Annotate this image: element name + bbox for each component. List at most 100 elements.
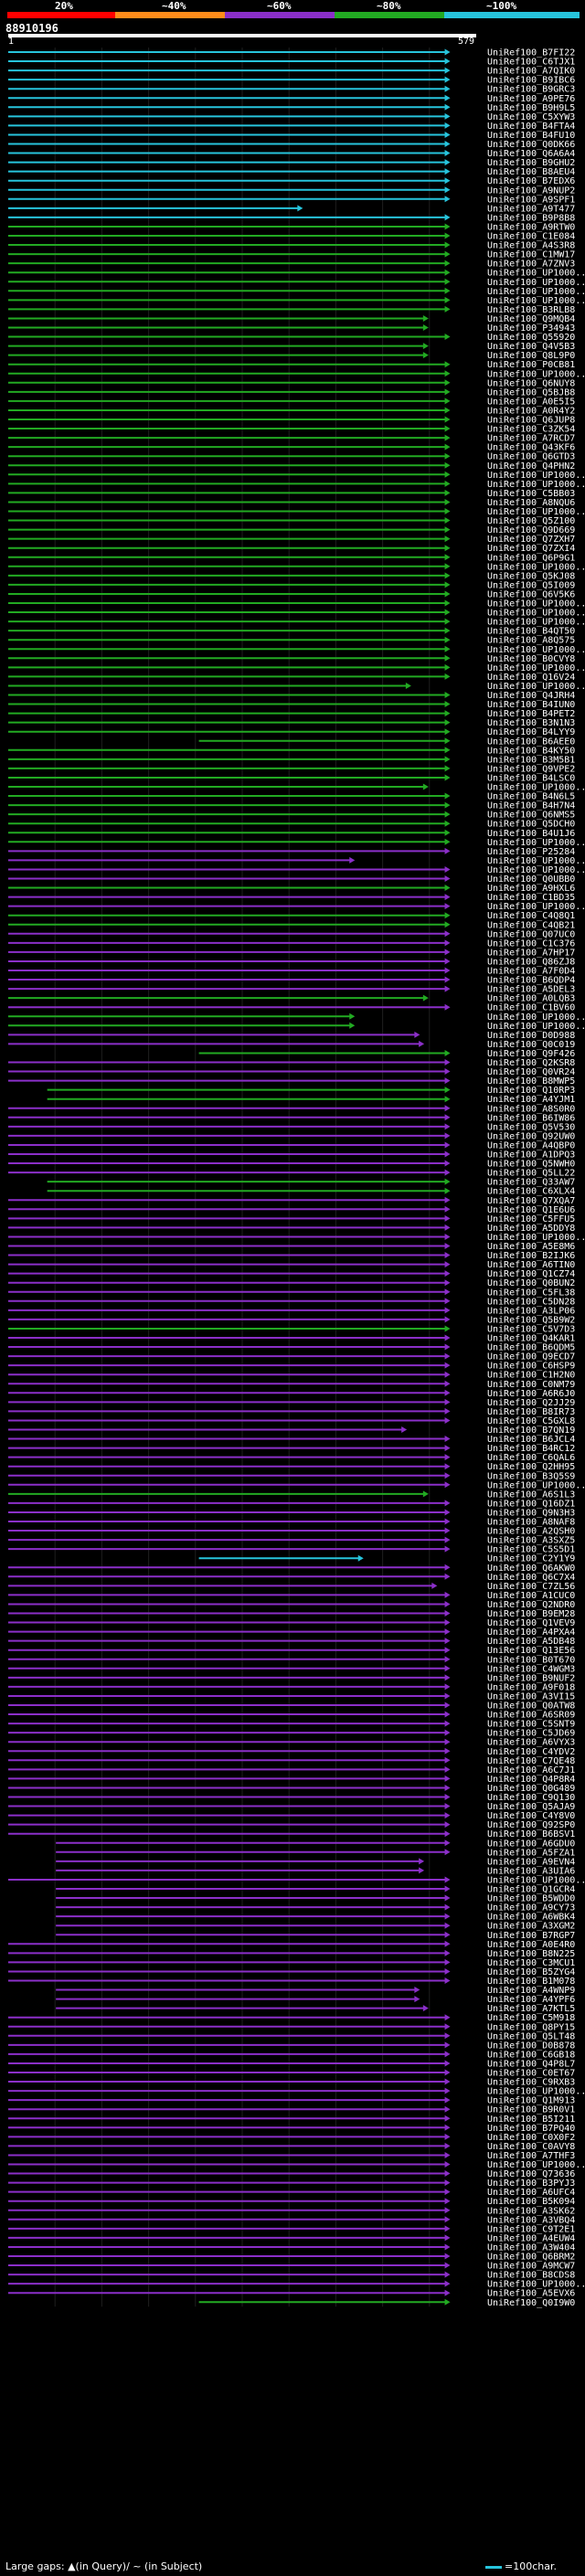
- hit-label[interactable]: UniRef100_Q0UBB0: [487, 875, 575, 885]
- hit-label[interactable]: UniRef100_Q9MQB4: [487, 314, 575, 324]
- hit-row[interactable]: UniRef100_UP1000..: [8, 1480, 585, 1490]
- hit-row[interactable]: UniRef100_C3MCU1: [8, 1958, 575, 1968]
- hit-row[interactable]: UniRef100_B9GRC3: [8, 85, 575, 95]
- hit-row[interactable]: UniRef100_Q1M913: [8, 2096, 575, 2106]
- hit-label[interactable]: UniRef100_A7HP17: [487, 948, 575, 958]
- hit-label[interactable]: UniRef100_A6SR09: [487, 1711, 575, 1721]
- hit-row[interactable]: UniRef100_B3PYJ3: [8, 2178, 575, 2189]
- hit-label[interactable]: UniRef100_A9PE76: [487, 94, 575, 104]
- hit-row[interactable]: UniRef100_A3XGM2: [56, 1922, 575, 1932]
- hit-row[interactable]: UniRef100_Q5B9W2: [8, 1315, 575, 1325]
- hit-label[interactable]: UniRef100_UP1000..: [487, 2160, 585, 2170]
- hit-label[interactable]: UniRef100_Q4JRH4: [487, 691, 575, 701]
- hit-label[interactable]: UniRef100_Q2JJ29: [487, 1398, 575, 1408]
- hit-row[interactable]: UniRef100_C1BD35: [8, 893, 575, 903]
- hit-row[interactable]: UniRef100_C5SNT9: [8, 1720, 575, 1730]
- hit-row[interactable]: UniRef100_B4U1J6: [8, 829, 575, 839]
- hit-row[interactable]: UniRef100_C6HSP9: [8, 1362, 575, 1372]
- hit-row[interactable]: UniRef100_A5EVX6: [8, 2289, 575, 2299]
- hit-label[interactable]: UniRef100_UP1000..: [487, 562, 585, 572]
- hit-row[interactable]: UniRef100_Q73636: [8, 2169, 575, 2179]
- hit-row[interactable]: UniRef100_UP1000..: [8, 2280, 585, 2290]
- hit-label[interactable]: UniRef100_A6VYX3: [487, 1738, 575, 1748]
- hit-label[interactable]: UniRef100_A3W404: [487, 2242, 575, 2253]
- hit-label[interactable]: UniRef100_C0ET67: [487, 2069, 575, 2079]
- hit-label[interactable]: UniRef100_B4LSC0: [487, 773, 575, 783]
- hit-row[interactable]: UniRef100_A9SPF1: [8, 195, 575, 205]
- hit-row[interactable]: UniRef100_C9RXB3: [8, 2078, 575, 2088]
- hit-row[interactable]: UniRef100_Q1VEV9: [8, 1618, 575, 1628]
- hit-row[interactable]: UniRef100_B4RC12: [8, 1444, 575, 1454]
- hit-row[interactable]: UniRef100_Q13E56: [8, 1646, 575, 1656]
- hit-row[interactable]: UniRef100_B9P8B8: [8, 213, 575, 223]
- hit-row[interactable]: UniRef100_Q6JUP8: [8, 416, 575, 426]
- hit-row[interactable]: UniRef100_Q6GTD3: [8, 452, 575, 462]
- hit-label[interactable]: UniRef100_Q4PHN2: [487, 461, 575, 472]
- hit-row[interactable]: UniRef100_A3VI15: [8, 1691, 575, 1701]
- hit-row[interactable]: UniRef100_Q07UC0: [8, 929, 575, 939]
- hit-row[interactable]: UniRef100_Q5AJA9: [8, 1802, 575, 1812]
- hit-row[interactable]: UniRef100_Q5NWH0: [8, 1160, 575, 1170]
- hit-row[interactable]: UniRef100_B7QN19: [8, 1426, 575, 1436]
- hit-label[interactable]: UniRef100_B9R0V1: [487, 2105, 575, 2115]
- hit-label[interactable]: UniRef100_UP1000..: [487, 1012, 585, 1023]
- hit-row[interactable]: UniRef100_A6SR09: [8, 1711, 575, 1721]
- hit-label[interactable]: UniRef100_Q6BRM2: [487, 2253, 575, 2263]
- hit-label[interactable]: UniRef100_B6IW86: [487, 1113, 575, 1123]
- hit-label[interactable]: UniRef100_C5JD69: [487, 1729, 575, 1739]
- hit-label[interactable]: UniRef100_Q5LL22: [487, 1169, 575, 1179]
- hit-label[interactable]: UniRef100_B6JCL4: [487, 1435, 575, 1445]
- hit-label[interactable]: UniRef100_A7QIK0: [487, 67, 575, 77]
- hit-row[interactable]: UniRef100_A9NUP2: [8, 186, 575, 196]
- hit-label[interactable]: UniRef100_Q4V5B3: [487, 342, 575, 352]
- hit-row[interactable]: UniRef100_A3UIA6: [56, 1866, 575, 1876]
- hit-row[interactable]: UniRef100_Q0VR24: [8, 1067, 575, 1077]
- hit-row[interactable]: UniRef100_Q2HH95: [8, 1462, 575, 1472]
- hit-row[interactable]: UniRef100_UP1000..: [8, 1233, 585, 1243]
- hit-label[interactable]: UniRef100_Q5I009: [487, 580, 575, 590]
- hit-row[interactable]: UniRef100_B3Q5S9: [8, 1471, 575, 1481]
- hit-row[interactable]: UniRef100_C3ZK54: [8, 425, 575, 435]
- hit-row[interactable]: UniRef100_P25284: [8, 847, 575, 857]
- hit-label[interactable]: UniRef100_A1DPQ3: [487, 1150, 575, 1161]
- hit-row[interactable]: UniRef100_C5FL38: [8, 1288, 575, 1298]
- hit-label[interactable]: UniRef100_C4QB21: [487, 920, 575, 930]
- hit-row[interactable]: UniRef100_B9R0V1: [8, 2105, 575, 2115]
- hit-label[interactable]: UniRef100_B7PQ40: [487, 2124, 575, 2134]
- hit-row[interactable]: UniRef100_C0NM79: [8, 1380, 575, 1390]
- hit-row[interactable]: UniRef100_UP1000..: [8, 609, 585, 619]
- hit-label[interactable]: UniRef100_B4LYY9: [487, 727, 575, 737]
- hit-label[interactable]: UniRef100_Q1E6U6: [487, 1205, 575, 1215]
- hit-row[interactable]: UniRef100_UP1000..: [8, 369, 585, 379]
- hit-label[interactable]: UniRef100_C0X0F2: [487, 2133, 575, 2143]
- hit-label[interactable]: UniRef100_Q6JUP8: [487, 416, 575, 426]
- hit-label[interactable]: UniRef100_B6AEE0: [487, 737, 575, 747]
- hit-label[interactable]: UniRef100_UP1000..: [487, 682, 585, 692]
- hit-row[interactable]: UniRef100_Q86ZJ8: [8, 957, 575, 967]
- hit-row[interactable]: UniRef100_UP1000..: [8, 663, 585, 673]
- hit-row[interactable]: UniRef100_Q9MQB4: [8, 314, 575, 324]
- hit-row[interactable]: UniRef100_A1CUC0: [8, 1591, 575, 1601]
- hit-row[interactable]: UniRef100_C5S5D1: [8, 1545, 575, 1555]
- hit-row[interactable]: UniRef100_B3RLB8: [8, 305, 575, 315]
- hit-row[interactable]: UniRef100_B9GHU2: [8, 158, 575, 168]
- hit-row[interactable]: UniRef100_UP1000..: [8, 783, 585, 793]
- hit-row[interactable]: UniRef100_Q7XQA7: [8, 1196, 575, 1206]
- hit-label[interactable]: UniRef100_UP1000..: [487, 618, 585, 628]
- hit-label[interactable]: UniRef100_A9SPF1: [487, 195, 575, 205]
- hit-label[interactable]: UniRef100_A9RTW0: [487, 222, 575, 232]
- hit-label[interactable]: UniRef100_UP1000..: [487, 1233, 585, 1243]
- hit-row[interactable]: UniRef100_B8MWP5: [8, 1076, 575, 1087]
- hit-row[interactable]: UniRef100_C5M918: [8, 2013, 575, 2023]
- hit-row[interactable]: UniRef100_C4Q8Q1: [8, 911, 575, 921]
- hit-label[interactable]: UniRef100_B5WDD0: [487, 1894, 575, 1904]
- hit-row[interactable]: UniRef100_B6IW86: [8, 1113, 575, 1123]
- hit-label[interactable]: UniRef100_Q9ECD7: [487, 1352, 575, 1362]
- hit-row[interactable]: UniRef100_P0CB81: [8, 360, 575, 370]
- hit-row[interactable]: UniRef100_B4PET2: [8, 709, 575, 719]
- hit-row[interactable]: UniRef100_UP1000..: [8, 2160, 585, 2170]
- hit-label[interactable]: UniRef100_Q2NDR0: [487, 1600, 575, 1610]
- hit-label[interactable]: UniRef100_A3UIA6: [487, 1866, 575, 1876]
- hit-row[interactable]: UniRef100_C1E084: [8, 232, 575, 242]
- hit-label[interactable]: UniRef100_A0R4Y2: [487, 406, 575, 416]
